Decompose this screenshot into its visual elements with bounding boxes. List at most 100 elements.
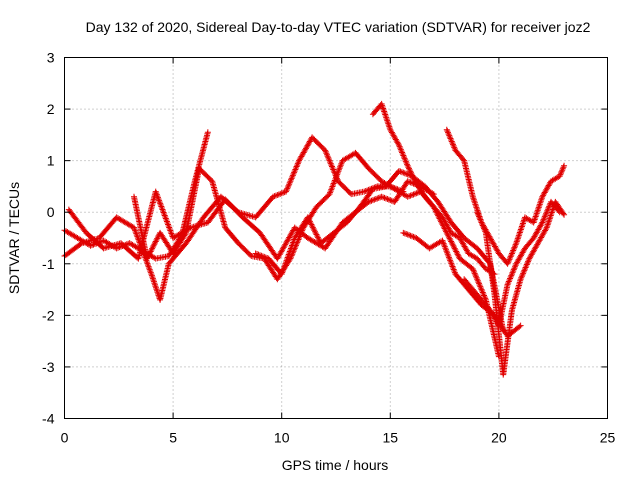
data-track	[500, 308, 515, 377]
data-track	[197, 166, 215, 184]
data-marks	[61, 100, 568, 378]
data-track	[462, 236, 479, 251]
data-track	[453, 148, 467, 163]
x-tick-label: 25	[600, 430, 616, 446]
x-tick-label: 15	[383, 430, 399, 446]
data-track	[314, 192, 332, 209]
data-track	[62, 241, 84, 259]
data-track	[444, 128, 458, 152]
data-track	[66, 207, 89, 235]
data-track	[523, 215, 536, 225]
data-track	[257, 231, 280, 261]
y-axis-label: SDTVAR / TECUs	[6, 182, 22, 294]
x-tick-label: 20	[491, 430, 507, 446]
data-track	[505, 262, 519, 286]
data-track	[549, 200, 562, 214]
data-track	[131, 195, 150, 261]
data-track	[283, 159, 302, 194]
y-tick-label: 3	[47, 50, 55, 66]
data-track	[380, 194, 397, 205]
data-track	[388, 128, 402, 147]
data-track	[310, 135, 327, 153]
data-point	[443, 126, 450, 133]
data-track	[466, 287, 484, 307]
data-track	[240, 215, 262, 235]
data-track	[475, 256, 488, 271]
data-track	[266, 256, 284, 276]
data-point	[270, 193, 277, 200]
data-point	[469, 193, 476, 200]
data-track	[279, 236, 298, 276]
data-track	[114, 215, 136, 230]
data-track	[527, 241, 541, 261]
x-axis-label: GPS time / hours	[282, 457, 389, 473]
data-track	[319, 230, 336, 246]
data-track	[505, 241, 519, 266]
data-point	[152, 188, 159, 195]
y-tick-label: -4	[42, 411, 55, 427]
data-track	[271, 189, 288, 200]
axis-ticks	[64, 57, 608, 419]
data-point	[304, 214, 311, 221]
data-track	[292, 215, 310, 240]
data-track	[518, 257, 532, 281]
y-tick-label: -3	[42, 359, 55, 375]
data-track	[496, 283, 511, 328]
data-track	[440, 239, 458, 276]
data-track	[336, 179, 354, 196]
data-track	[153, 190, 176, 240]
x-tick-label: 5	[169, 430, 177, 446]
y-tick-label: 1	[47, 153, 55, 169]
y-tick-label: 0	[47, 204, 55, 220]
data-point	[517, 322, 524, 329]
data-track	[449, 230, 462, 241]
data-track	[539, 200, 554, 225]
data-point	[395, 142, 402, 149]
data-track	[344, 205, 362, 225]
data-track	[535, 226, 549, 245]
tick-labels: 0 5 10 15 20 25 -4 -3 -2 -1 0 1 2 3	[42, 50, 615, 446]
data-point	[361, 188, 368, 195]
data-track	[461, 159, 476, 199]
data-track	[462, 277, 475, 292]
data-track	[97, 215, 119, 240]
data-point	[504, 281, 511, 288]
data-track	[423, 195, 436, 209]
data-track	[157, 262, 172, 302]
series-sat-09	[474, 198, 568, 378]
data-track	[305, 215, 324, 245]
data-track	[414, 182, 428, 199]
data-track	[236, 241, 254, 258]
data-track	[119, 241, 141, 261]
data-track	[453, 272, 471, 292]
data-point	[556, 209, 563, 216]
data-track	[396, 143, 411, 168]
data-point	[322, 147, 329, 154]
data-track	[327, 159, 345, 196]
data-track	[332, 220, 349, 235]
data-track	[488, 236, 502, 256]
data-track	[470, 267, 489, 302]
data-track	[357, 187, 375, 209]
data-track	[366, 166, 384, 184]
series-sat-08	[443, 126, 568, 267]
data-track	[531, 220, 545, 240]
data-point	[539, 219, 546, 226]
series-sat-04	[131, 149, 502, 360]
data-track	[353, 151, 371, 171]
data-point	[561, 211, 568, 218]
data-point	[469, 265, 476, 272]
data-track	[540, 179, 554, 199]
data-track	[296, 135, 315, 163]
data-track	[458, 256, 475, 271]
data-point	[504, 260, 511, 267]
data-track	[275, 226, 297, 261]
data-track	[223, 197, 245, 220]
data-track	[431, 205, 445, 220]
data-point	[556, 173, 563, 180]
y-tick-label: -1	[42, 256, 55, 272]
data-point	[561, 162, 568, 169]
data-track	[383, 169, 401, 189]
data-track	[513, 215, 528, 245]
data-track	[509, 277, 524, 312]
